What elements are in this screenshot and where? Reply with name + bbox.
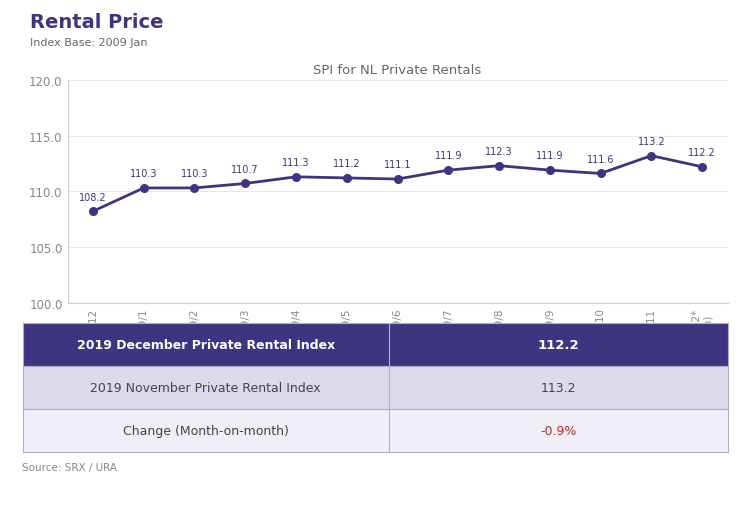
Text: 112.2: 112.2 bbox=[688, 148, 716, 158]
Text: 110.7: 110.7 bbox=[232, 165, 259, 174]
Text: -0.9%: -0.9% bbox=[540, 424, 577, 437]
Text: 111.9: 111.9 bbox=[536, 151, 563, 161]
Text: 111.6: 111.6 bbox=[586, 155, 614, 165]
Text: 108.2: 108.2 bbox=[79, 192, 106, 202]
Text: 113.2: 113.2 bbox=[541, 381, 576, 394]
Text: 111.1: 111.1 bbox=[384, 160, 411, 170]
Text: 110.3: 110.3 bbox=[181, 169, 209, 179]
Text: Index Base: 2009 Jan: Index Base: 2009 Jan bbox=[30, 38, 148, 48]
Text: 112.3: 112.3 bbox=[485, 146, 513, 157]
Text: 111.2: 111.2 bbox=[333, 159, 361, 169]
Text: 111.9: 111.9 bbox=[434, 151, 462, 161]
Text: 112.2: 112.2 bbox=[538, 338, 579, 351]
Text: 110.3: 110.3 bbox=[130, 169, 158, 179]
Text: 113.2: 113.2 bbox=[638, 137, 665, 146]
Text: 2019 November Private Rental Index: 2019 November Private Rental Index bbox=[91, 381, 321, 394]
Text: 2019 December Private Rental Index: 2019 December Private Rental Index bbox=[76, 338, 335, 351]
Text: 111.3: 111.3 bbox=[282, 158, 310, 168]
Text: Source: SRX / URA: Source: SRX / URA bbox=[22, 462, 118, 472]
Text: Change (Month-on-month): Change (Month-on-month) bbox=[123, 424, 289, 437]
Title: SPI for NL Private Rentals: SPI for NL Private Rentals bbox=[314, 64, 482, 77]
Text: Rental Price: Rental Price bbox=[30, 13, 164, 32]
